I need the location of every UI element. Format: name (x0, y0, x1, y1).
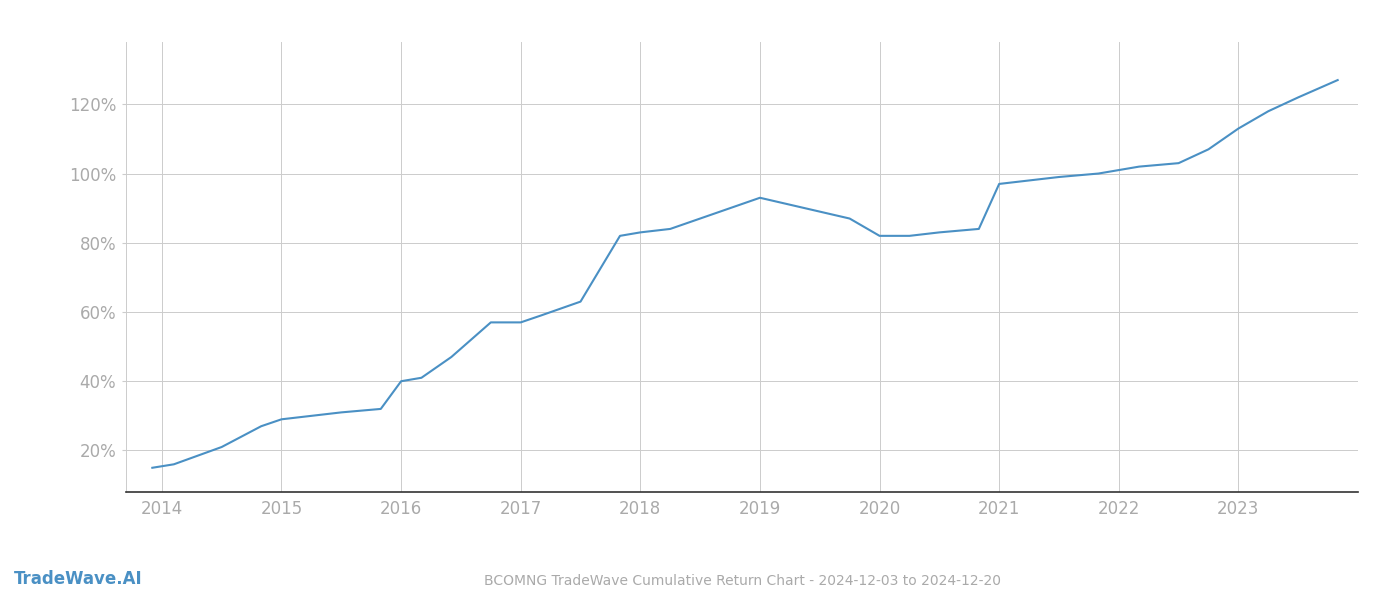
Text: TradeWave.AI: TradeWave.AI (14, 570, 143, 588)
Text: BCOMNG TradeWave Cumulative Return Chart - 2024-12-03 to 2024-12-20: BCOMNG TradeWave Cumulative Return Chart… (483, 574, 1001, 588)
